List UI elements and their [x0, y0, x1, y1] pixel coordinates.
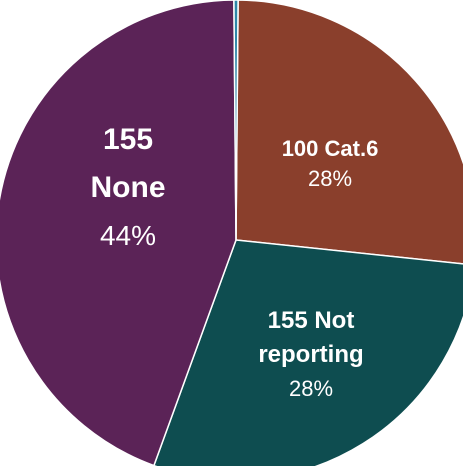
slice-label-not-reporting: reporting: [258, 341, 363, 368]
slice-percent-cat-6: 28%: [308, 166, 352, 191]
pie-labels: 100 Cat.6 28% 155 Not reporting 28% 155 None 44…: [91, 123, 379, 401]
pie-slice-none: [0, 0, 237, 466]
slice-label-not-reporting: 155 Not: [268, 307, 355, 334]
slice-label-none: 155: [103, 123, 153, 156]
slice-percent-none: 44%: [100, 220, 156, 251]
pie-slice-unlabeled: [233, 0, 239, 241]
slice-label-none: None: [91, 171, 166, 204]
slice-label-cat-6: 100 Cat.6: [282, 136, 379, 161]
pie-slice-cat-6: [235, 0, 463, 265]
slice-percent-not-reporting: 28%: [289, 376, 333, 401]
